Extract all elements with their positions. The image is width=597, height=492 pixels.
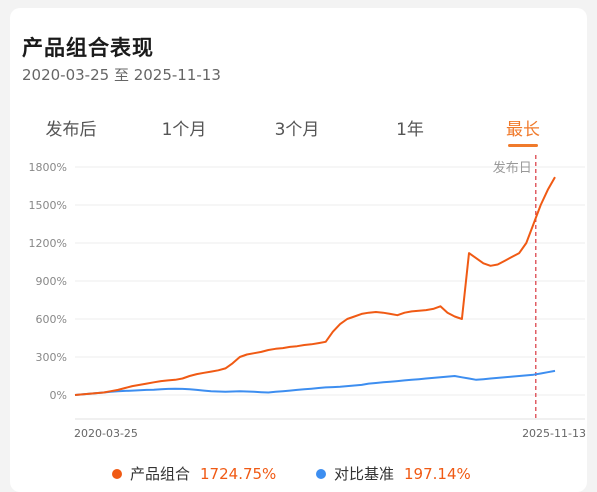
y-tick-label: 0% [50, 389, 67, 402]
y-tick-label: 600% [36, 313, 67, 326]
portfolio-line [74, 176, 556, 396]
y-tick-label: 1200% [29, 237, 67, 250]
page-title: 产品组合表现 [22, 36, 154, 60]
legend-portfolio-label: 产品组合 [130, 465, 191, 483]
tab-1-month[interactable]: 1个月 [161, 120, 207, 140]
legend-benchmark: 对比基准 197.14% [316, 463, 471, 484]
y-tick-label: 1800% [29, 161, 67, 174]
y-tick-label: 900% [36, 275, 67, 288]
legend-portfolio-value: 1724.75% [200, 464, 277, 483]
x-end-label: 2025-11-13 [522, 427, 586, 440]
benchmark-dot-icon [316, 468, 326, 479]
publish-date-label: 发布日 [493, 160, 532, 176]
date-range: 2020-03-25 至 2025-11-13 [22, 66, 221, 84]
x-start-label: 2020-03-25 [74, 427, 138, 440]
benchmark-line [74, 369, 556, 396]
active-tab-indicator [508, 144, 538, 147]
performance-card [10, 8, 587, 492]
legend-benchmark-value: 197.14% [404, 464, 471, 483]
y-tick-label: 300% [36, 351, 67, 364]
legend-benchmark-label: 对比基准 [334, 465, 395, 483]
tab-1-year[interactable]: 1年 [396, 120, 424, 140]
tab-3-months[interactable]: 3个月 [274, 120, 320, 140]
legend-portfolio: 产品组合 1724.75% [112, 463, 276, 484]
portfolio-dot-icon [112, 468, 122, 479]
y-tick-label: 1500% [29, 199, 67, 212]
tab-since-publish[interactable]: 发布后 [45, 120, 97, 140]
tab-longest[interactable]: 最长 [506, 120, 540, 140]
